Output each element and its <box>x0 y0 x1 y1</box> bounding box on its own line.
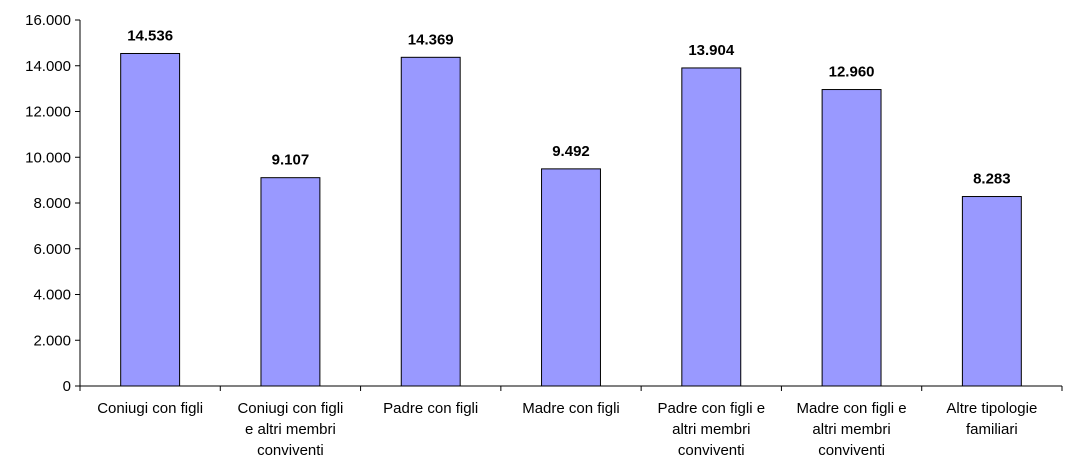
x-tick-label: Madre con figli <box>522 400 620 417</box>
bar <box>260 177 321 387</box>
y-tick-label: 2.000 <box>33 332 71 349</box>
bar <box>681 67 742 387</box>
data-label: 9.107 <box>272 152 310 169</box>
bars: 14.536 9.107 14.369 9.492 13.904 12.960 8.283 <box>120 27 1022 387</box>
x-tick-label: Coniugi con figli <box>97 400 203 417</box>
y-tick-label: 0 <box>63 378 71 395</box>
data-label: 8.283 <box>973 171 1011 188</box>
y-tick-label: 16.000 <box>25 12 71 29</box>
y-tick-label: 10.000 <box>25 149 71 166</box>
data-label: 12.960 <box>829 64 875 81</box>
y-tick-label: 6.000 <box>33 241 71 258</box>
bar <box>961 196 1022 387</box>
x-tick-label: Padre con figli <box>383 400 478 417</box>
y-tick-label: 12.000 <box>25 104 71 121</box>
x-tick-label: Padre con figli e altri membri conviventi <box>657 400 765 459</box>
x-axis: Coniugi con figli Coniugi con figli e altr… <box>79 385 1063 459</box>
y-tick-label: 8.000 <box>33 195 71 212</box>
y-tick-label: 4.000 <box>33 287 71 304</box>
data-label: 13.904 <box>688 42 735 59</box>
x-tick-label: Altre tipologie familiari <box>946 400 1037 438</box>
data-label: 9.492 <box>552 143 590 160</box>
data-label: 14.369 <box>408 31 454 48</box>
bar <box>541 168 601 387</box>
bar <box>821 89 882 387</box>
x-tick-label: Coniugi con figli e altri membri convivent… <box>237 400 343 459</box>
bar <box>120 52 181 387</box>
y-axis: 0 2.000 4.000 6.000 8.000 10.000 12.000 14.000 1… <box>25 12 81 395</box>
y-tick-label: 14.000 <box>25 58 71 75</box>
x-tick-label: Madre con figli e altri membri conviventi <box>797 400 907 459</box>
data-label: 14.536 <box>127 27 173 44</box>
bar <box>400 56 461 387</box>
